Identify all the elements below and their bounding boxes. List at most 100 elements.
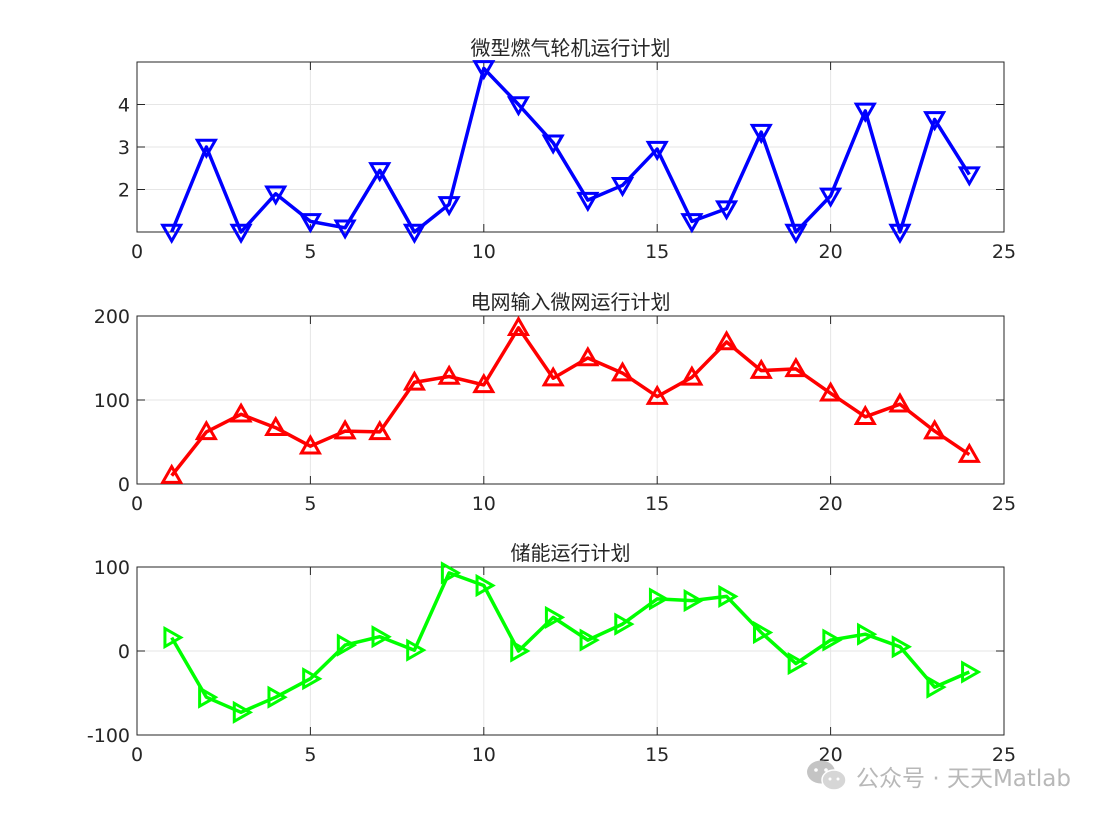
x-tick-label: 5 — [304, 241, 316, 263]
data-point — [541, 366, 565, 387]
data-point — [714, 200, 739, 221]
data-point — [541, 134, 565, 155]
data-point — [819, 187, 843, 208]
watermark: 公众号 · 天天Matlab — [806, 758, 1071, 794]
y-tick-label: 4 — [118, 95, 130, 117]
y-tick-label: 200 — [94, 306, 130, 328]
x-tick-label: 15 — [645, 493, 669, 515]
y-tick-label: 100 — [94, 390, 130, 412]
y-tick-label: 3 — [118, 137, 130, 159]
data-point — [264, 415, 288, 436]
data-point — [402, 370, 427, 391]
data-point — [302, 667, 323, 691]
chart-title: 微型燃气轮机运行计划 — [471, 36, 671, 60]
data-point — [718, 584, 739, 608]
data-point — [857, 622, 878, 646]
data-point — [923, 419, 947, 440]
data-point — [298, 213, 322, 234]
data-point — [957, 166, 981, 187]
x-tick-label: 10 — [472, 493, 496, 515]
y-tick-label: 0 — [118, 474, 130, 496]
data-point — [194, 419, 218, 441]
data-point — [576, 191, 600, 213]
data-point — [680, 213, 704, 234]
data-point — [336, 633, 358, 657]
x-tick-label: 10 — [472, 241, 496, 263]
data-point — [406, 638, 427, 662]
data-point — [437, 196, 461, 217]
data-point — [472, 60, 496, 81]
data-point — [819, 381, 843, 402]
data-point — [926, 675, 947, 699]
x-tick-label: 25 — [992, 241, 1016, 263]
data-point — [957, 442, 981, 463]
x-tick-label: 0 — [131, 744, 143, 766]
data-point — [472, 372, 496, 394]
x-tick-label: 15 — [645, 744, 669, 766]
data-point — [680, 365, 704, 386]
data-point — [749, 123, 773, 145]
chart-title: 储能运行计划 — [511, 541, 631, 565]
chart-panel-1: 0 5 10 15 20 25 2 3 4 微型燃气轮机运行计划 — [118, 36, 1016, 263]
data-point — [232, 700, 254, 724]
x-tick-label: 5 — [304, 493, 316, 515]
data-point — [437, 364, 461, 385]
data-point — [648, 587, 670, 611]
data-point — [510, 639, 531, 663]
x-tick-label: 25 — [992, 493, 1016, 515]
data-point — [267, 685, 288, 709]
data-point — [614, 612, 635, 636]
data-point — [475, 573, 496, 598]
x-tick-label: 0 — [131, 493, 143, 515]
data-point — [891, 635, 912, 659]
series-line — [170, 66, 971, 234]
y-tick-label: 100 — [94, 557, 130, 579]
data-point — [229, 223, 253, 245]
data-point — [923, 111, 947, 132]
y-tick-label: 2 — [118, 180, 130, 202]
y-tick-label: -100 — [87, 725, 130, 747]
data-point — [198, 685, 219, 709]
data-point — [264, 185, 288, 206]
data-point — [610, 361, 635, 382]
data-point — [683, 589, 704, 613]
x-tick-label: 0 — [131, 241, 143, 263]
data-point — [333, 419, 357, 440]
data-point — [714, 330, 739, 351]
x-tick-label: 15 — [645, 241, 669, 263]
data-point — [506, 315, 531, 337]
data-point — [853, 102, 877, 123]
watermark-text: 公众号 · 天天Matlab — [856, 766, 1071, 792]
x-tick-label: 5 — [304, 744, 316, 766]
data-point — [368, 419, 392, 441]
data-point — [888, 392, 912, 413]
x-tick-label: 20 — [819, 744, 843, 766]
data-point — [752, 620, 774, 645]
data-point — [787, 652, 808, 676]
data-point — [784, 356, 808, 378]
data-point — [822, 628, 843, 652]
x-tick-label: 10 — [472, 744, 496, 766]
x-tick-label: 20 — [819, 493, 843, 515]
y-tick-label: 0 — [118, 641, 130, 663]
data-point — [888, 223, 912, 245]
data-point — [506, 96, 531, 117]
data-point — [784, 223, 808, 245]
data-point — [298, 434, 322, 455]
data-point — [853, 404, 877, 426]
data-point — [749, 358, 773, 379]
wechat-icon — [807, 760, 847, 791]
data-point — [544, 605, 566, 629]
x-tick-label: 20 — [819, 241, 843, 263]
data-point — [163, 625, 184, 650]
chart-panel-2: 0 5 10 15 20 25 0 100 200 电网输入微网运行计划 — [94, 290, 1016, 515]
data-point — [645, 384, 669, 405]
data-point — [229, 402, 253, 423]
data-point — [160, 463, 184, 484]
data-point — [402, 223, 427, 245]
data-point — [194, 138, 218, 160]
data-point — [645, 140, 669, 162]
